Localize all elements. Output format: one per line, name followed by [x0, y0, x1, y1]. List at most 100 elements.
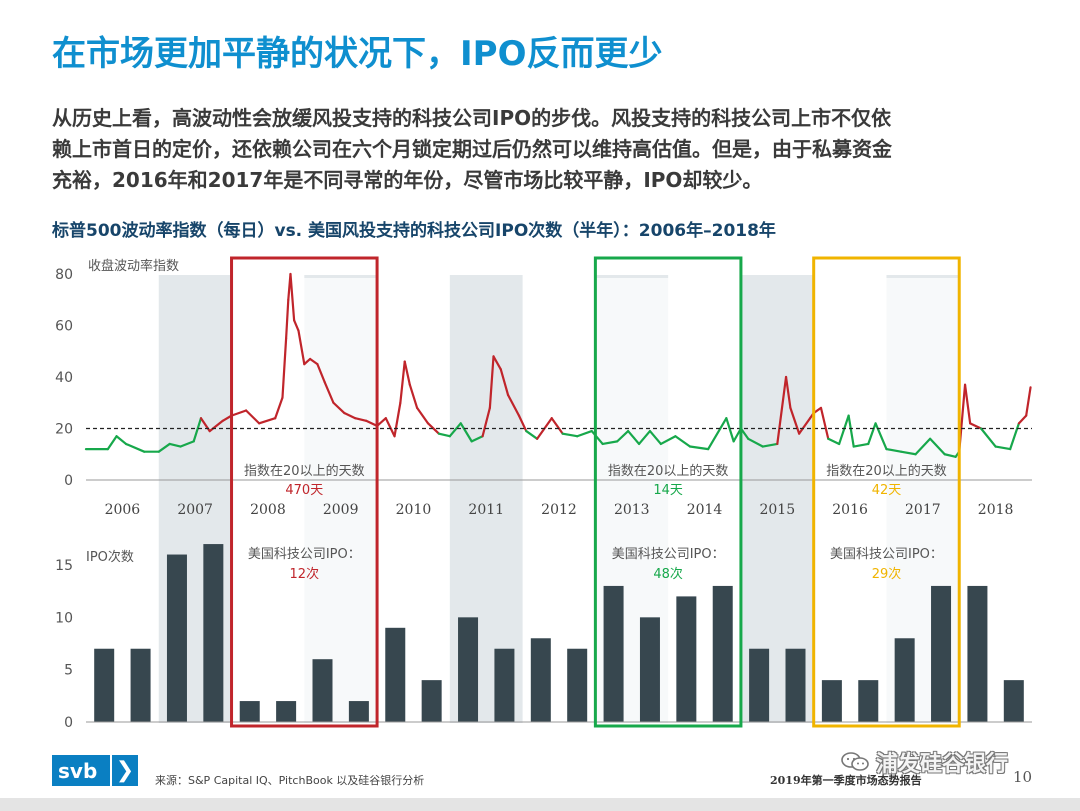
vix-line-segment [244, 409, 261, 425]
vix-line-segment [899, 450, 917, 456]
year-label: 2018 [978, 502, 1014, 518]
vix-line-segment [124, 442, 146, 453]
vix-line-segment [448, 422, 462, 438]
page-title: 在市场更加平静的状况下，IPO反而更少 [52, 34, 663, 74]
vix-line-segment [365, 419, 379, 428]
watermark: 浦发硅谷银行 [840, 746, 1008, 778]
vix-line-segment [561, 432, 579, 438]
vix-line-segment [969, 422, 983, 430]
vix-axis-title: 收盘波动率指数 [88, 258, 179, 274]
ipo-bar [458, 617, 479, 722]
ipo-count-label: 美国科技公司IPO： [612, 547, 725, 562]
vix-tick-label: 20 [55, 422, 73, 438]
vix-line-segment [168, 442, 182, 448]
year-label: 2008 [250, 502, 286, 518]
vix-line-segment [297, 329, 306, 366]
vix-line-segment [943, 453, 957, 458]
vix-line-segment [393, 401, 402, 438]
vix-tick-label: 80 [55, 267, 73, 283]
vix-line-segment [659, 435, 677, 446]
vix-line-segment [994, 445, 1012, 451]
year-label: 2014 [687, 502, 723, 518]
vix-line-segment [384, 417, 396, 438]
year-label: 2017 [905, 502, 941, 518]
source-note: 来源：S&P Capital IQ、PitchBook 以及硅谷银行分析 [155, 774, 425, 787]
vix-line-segment [616, 429, 630, 443]
ipo-bar [712, 585, 733, 722]
ipo-bar [931, 585, 952, 722]
ipo-bar [239, 701, 260, 722]
ipo-bar [785, 648, 806, 722]
svb-logo: svb ❯ [52, 755, 138, 786]
ipo-bar [858, 680, 879, 722]
vix-line-segment [874, 422, 888, 451]
ipo-count-label: 美国科技公司IPO： [248, 547, 361, 562]
vix-line-segment [230, 409, 248, 417]
vix-line-segment [1017, 414, 1028, 425]
vix-line-segment [399, 360, 406, 404]
year-label: 2015 [759, 502, 795, 518]
vix-line-segment [293, 319, 300, 332]
highlight-fill [231, 278, 378, 726]
year-label: 2013 [614, 502, 650, 518]
ipo-count-value: 29次 [872, 566, 902, 582]
vix-line-segment [343, 411, 357, 420]
ipo-bar [94, 648, 115, 722]
vix-line-segment [426, 422, 441, 435]
vix-line-segment [827, 437, 841, 446]
vix-line-segment [776, 375, 788, 446]
vix-line-segment [309, 357, 319, 366]
vix-line-segment [192, 417, 203, 443]
ipo-bar [676, 596, 697, 722]
vix-tick-label: 40 [55, 370, 73, 386]
vix-line-segment [285, 298, 290, 340]
vix-line-segment [403, 360, 411, 386]
vix-line-segment [747, 437, 764, 448]
vix-line-segment [354, 417, 368, 422]
vix-line-segment [784, 375, 792, 409]
vix-line-segment [323, 381, 335, 404]
vix-line-segment [819, 406, 830, 440]
chevron-right-icon: ❯ [110, 755, 138, 786]
ipo-bar [348, 701, 369, 722]
ipo-bar [312, 659, 333, 722]
ipo-bar [276, 701, 297, 722]
vix-line-segment [115, 435, 128, 446]
vix-line-segment [506, 393, 521, 417]
vix-line-segment [208, 419, 224, 433]
vix-line-segment [590, 429, 604, 446]
ipo-axis-title: IPO次数 [86, 549, 134, 565]
ipo-bar [894, 638, 915, 722]
vix-line-segment [576, 429, 593, 438]
days-above-value: 14天 [653, 483, 683, 498]
ipo-bar [166, 554, 187, 722]
vix-line-segment [838, 414, 850, 446]
vix-line-segment [281, 337, 288, 399]
ipo-tick-label: 0 [64, 715, 73, 731]
vix-tick-label: 0 [64, 473, 73, 489]
ipo-bar [639, 617, 660, 722]
vix-line-segment [258, 417, 277, 425]
vix-line-segment [674, 435, 692, 448]
vix-line-segment [179, 440, 195, 448]
vix-line-segment [725, 417, 735, 443]
chart-title: 标普500波动率指数（每日）vs. 美国风投支持的科技公司IPO次数（半年）：2… [52, 221, 776, 241]
highlight-box [230, 256, 379, 728]
ipo-count-value: 48次 [653, 566, 683, 582]
highlight-box [812, 256, 961, 728]
vix-line-segment [550, 417, 564, 435]
vix-line-segment [627, 429, 641, 446]
vix-line-segment [688, 445, 710, 451]
ipo-bar [967, 585, 988, 722]
year-label: 2012 [541, 502, 577, 518]
intro-line: 从历史上看，高波动性会放缓风投支持的科技公司IPO的步伐。风投支持的科技公司上市… [52, 106, 892, 130]
report-name: 2019年第一季度市场态势报告 [770, 774, 922, 787]
vix-line-segment [517, 414, 528, 433]
vix-line-segment [914, 437, 932, 456]
ipo-bar [130, 648, 151, 722]
vix-line-segment [885, 448, 903, 453]
year-label: 2010 [396, 502, 432, 518]
vix-line-segment [789, 406, 801, 435]
year-label: 2011 [468, 502, 504, 518]
vix-line-segment [525, 429, 539, 440]
